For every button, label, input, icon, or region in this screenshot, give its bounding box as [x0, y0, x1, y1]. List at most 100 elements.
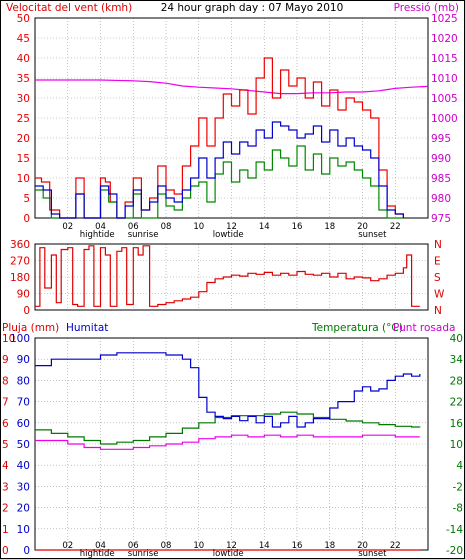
y-tick-temperature: -8: [453, 503, 463, 515]
chart-title: 24 hour graph day : 07 Mayo 2010: [161, 2, 344, 14]
y-tick-temperature: -14: [446, 524, 463, 536]
y-tick-pressure: 990: [431, 153, 451, 165]
x-tick-label: 20: [357, 541, 368, 551]
y-tick-temperature: -2: [453, 481, 463, 493]
y-tick-pressure: 980: [431, 193, 451, 205]
panel-border: [34, 243, 429, 311]
x-tick-label: 12: [226, 222, 237, 232]
y-tick-pressure: 1005: [431, 93, 458, 105]
y-tick-rain: 10: [2, 333, 15, 345]
y-tick-temperature: 28: [450, 375, 463, 387]
y-tick-rain: 1: [2, 524, 9, 536]
x-tick-label: 14: [259, 541, 270, 551]
x-tick-label: 12: [226, 541, 237, 551]
x-tick-label: 08: [161, 222, 172, 232]
y-tick-pressure: 995: [431, 133, 451, 145]
y-tick-humidity: 0: [23, 545, 30, 557]
y-tick-wind: 45: [17, 33, 30, 45]
y-tick-rain: 3: [2, 481, 9, 493]
event-label-sunset: sunset: [358, 549, 387, 559]
event-label-sunset: sunset: [358, 230, 387, 240]
y-tick-direction: 360: [10, 239, 30, 251]
y-tick-direction: 0: [23, 305, 30, 317]
y-tick-pressure: 1010: [431, 73, 458, 85]
x-tick-label: 18: [324, 222, 335, 232]
y-tick-wind: 10: [17, 173, 30, 185]
y-tick-pressure: 985: [431, 173, 451, 185]
y-tick-rain: 5: [2, 439, 9, 451]
y-tick-temperature: 34: [450, 354, 464, 366]
x-tick-label: 16: [292, 541, 303, 551]
y-tick-pressure: 975: [431, 213, 451, 225]
x-tick-label: 06: [128, 222, 139, 232]
x-tick-label: 16: [292, 222, 303, 232]
y-tick-temperature: -20: [446, 545, 463, 557]
y-tick-wind: 5: [23, 193, 30, 205]
dewpoint-axis-label: Punt rosada: [393, 322, 455, 334]
panel-border: [34, 17, 429, 219]
y-tick-wind: 20: [17, 133, 30, 145]
pressure-line: [35, 79, 429, 95]
y-tick-humidity: 20: [17, 503, 30, 515]
y-tick-humidity: 30: [17, 481, 30, 493]
event-label-sunrise: sunrise: [128, 549, 159, 559]
wind-direction-line: [35, 245, 420, 307]
x-tick-label: 10: [193, 222, 204, 232]
y-tick-wind: 0: [23, 213, 30, 225]
humidity-line: [35, 352, 421, 428]
y-tick-rain: 6: [2, 418, 9, 430]
y-tick-rain: 9: [2, 354, 9, 366]
event-label-hightide: hightide: [80, 230, 115, 240]
y-tick-temperature: 40: [450, 333, 463, 345]
y-tick-compass: N: [434, 239, 442, 251]
wind-green-line: [35, 145, 404, 219]
x-tick-label: 02: [62, 541, 73, 551]
x-tick-label: 04: [95, 541, 106, 551]
y-tick-compass: S: [434, 272, 441, 284]
x-tick-label: 06: [128, 541, 139, 551]
rain-axis-label: Pluja (mm): [2, 322, 59, 334]
y-tick-wind: 35: [17, 73, 30, 85]
x-tick-label: 10: [193, 541, 204, 551]
y-tick-compass: W: [434, 289, 445, 301]
y-tick-humidity: 80: [17, 375, 30, 387]
y-tick-humidity: 50: [17, 439, 30, 451]
x-tick-label: 18: [324, 541, 335, 551]
y-tick-direction: 270: [10, 256, 30, 268]
y-tick-wind: 25: [17, 113, 30, 125]
y-tick-pressure: 1015: [431, 53, 458, 65]
x-tick-label: 08: [161, 541, 172, 551]
y-tick-temperature: 22: [450, 397, 463, 409]
y-tick-humidity: 100: [10, 333, 30, 345]
temperature-line: [35, 411, 421, 445]
event-label-hightide: hightide: [80, 549, 115, 559]
x-tick-label: 04: [95, 222, 106, 232]
wind-axis-label: Velocitat del vent (kmh): [6, 2, 132, 14]
y-tick-wind: 40: [17, 53, 30, 65]
y-tick-humidity: 60: [17, 418, 30, 430]
y-tick-rain: 0: [2, 545, 9, 557]
y-tick-rain: 7: [2, 397, 9, 409]
y-tick-pressure: 1020: [431, 33, 458, 45]
y-tick-rain: 2: [2, 503, 9, 515]
y-tick-humidity: 90: [17, 354, 30, 366]
y-tick-compass: E: [434, 256, 441, 268]
x-tick-label: 02: [62, 222, 73, 232]
y-tick-direction: 180: [10, 272, 30, 284]
y-tick-pressure: 1000: [431, 113, 458, 125]
x-tick-label: 14: [259, 222, 270, 232]
y-tick-rain: 4: [2, 460, 9, 472]
y-tick-temperature: 4: [456, 460, 463, 472]
event-label-lowtide: lowtide: [213, 230, 244, 240]
temperature-axis-label: Temperatura (°C): [311, 322, 403, 334]
y-tick-humidity: 10: [17, 524, 30, 536]
y-tick-temperature: 10: [450, 439, 463, 451]
pressure-axis-label: Pressió (mb): [394, 2, 459, 14]
graph-panels: 0510152025303540455097598098599099510001…: [2, 13, 463, 559]
y-tick-rain: 8: [2, 375, 9, 387]
event-label-sunrise: sunrise: [128, 230, 159, 240]
event-label-lowtide: lowtide: [213, 549, 244, 559]
y-tick-pressure: 1025: [431, 13, 458, 25]
